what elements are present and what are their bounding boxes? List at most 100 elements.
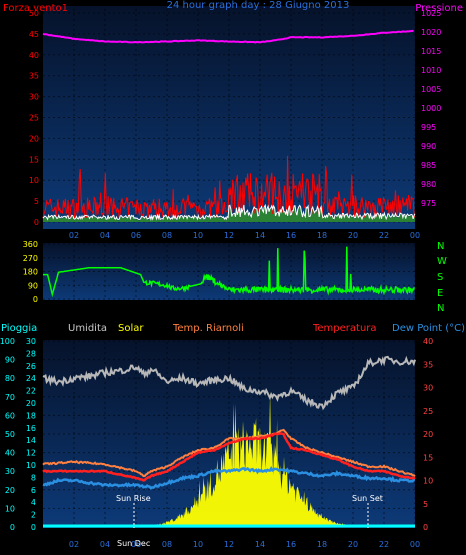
legend-solar: Solar: [118, 323, 144, 334]
rain-tick-label: 14: [26, 436, 36, 445]
compass-n-top: N: [437, 241, 444, 252]
temperature-tick-label: 5: [423, 500, 428, 509]
rain-tick-label: 6: [31, 486, 36, 495]
humidity-tick-label: 30: [5, 467, 15, 476]
humidity-tick-label: 70: [5, 393, 15, 402]
time-tick-label: 22: [379, 231, 389, 240]
pressure-tick-label: 1015: [421, 47, 441, 56]
temperature-tick-label: 40: [423, 337, 433, 346]
time-tick-label: 18: [317, 540, 327, 549]
humidity-tick-label: 20: [5, 486, 15, 495]
humidity-tick-label: 80: [5, 374, 15, 383]
wind-tick-label: 45: [29, 30, 39, 39]
humidity-tick-label: 40: [5, 449, 15, 458]
humidity-line: [42, 355, 416, 411]
temperature-tick-label: 35: [423, 360, 433, 369]
time-tick-label: 00: [410, 231, 420, 240]
rain-tick-label: 2: [31, 511, 36, 520]
time-tick-label: 06: [131, 540, 141, 549]
time-tick-label: 14: [255, 231, 265, 240]
rain-tick-label: 8: [31, 473, 36, 482]
pressure-tick-label: 975: [421, 199, 436, 208]
direction-tick-label: 0: [33, 295, 38, 304]
temperature-tick-label: 30: [423, 384, 433, 393]
pressure-line: [42, 29, 414, 44]
legend-humidity: Umidita: [68, 323, 107, 334]
time-tick-label: 16: [286, 540, 296, 549]
wind-tick-label: 5: [34, 197, 39, 206]
time-tick-label: 02: [69, 231, 79, 240]
temperature-line: [42, 432, 416, 482]
pressure-tick-label: 990: [421, 142, 436, 151]
wind-average-area: [43, 206, 415, 222]
pressure-tick-label: 995: [421, 123, 436, 132]
pressure-axis-title: Pressione: [415, 3, 463, 14]
wind-tick-label: 20: [29, 134, 39, 143]
rain-tick-label: 12: [26, 449, 36, 458]
time-tick-label: 08: [162, 540, 172, 549]
wind-tick-label: 25: [29, 114, 39, 123]
humidity-tick-label: 0: [10, 523, 15, 532]
legend-dewpoint: Dew Point (°C): [392, 323, 465, 334]
time-tick-label: 12: [224, 231, 234, 240]
pressure-tick-label: 980: [421, 180, 436, 189]
compass-n-bottom: N: [437, 303, 444, 314]
compass-s: S: [437, 272, 443, 283]
direction-tick-label: 180: [23, 268, 38, 277]
legend-rain: Pioggia: [1, 323, 37, 334]
rain-tick-label: 18: [26, 411, 36, 420]
rain-tick-label: 30: [26, 337, 36, 346]
time-tick-label: 08: [162, 231, 172, 240]
heat-index-line: [42, 428, 416, 478]
wind-tick-label: 0: [34, 218, 39, 227]
direction-tick-label: 360: [23, 240, 38, 249]
direction-tick-label: 270: [23, 254, 38, 263]
chart-title: 24 hour graph day : 28 Giugno 2013: [167, 0, 350, 11]
time-tick-label: 20: [348, 231, 358, 240]
time-tick-label: 04: [100, 540, 110, 549]
wind-tick-label: 10: [29, 176, 39, 185]
temperature-tick-label: 20: [423, 430, 433, 439]
compass-w: W: [437, 256, 447, 267]
rain-tick-label: 26: [26, 362, 36, 371]
wind-axis-title: Forza vento1: [3, 3, 68, 14]
temperature-tick-label: 25: [423, 407, 433, 416]
rain-tick-label: 0: [31, 523, 36, 532]
time-tick-label: 06: [131, 231, 141, 240]
time-tick-label: 18: [317, 231, 327, 240]
temperature-tick-label: 15: [423, 453, 433, 462]
direction-tick-label: 90: [28, 281, 38, 290]
humidity-tick-label: 50: [5, 430, 15, 439]
dew-point-line: [42, 465, 416, 490]
rain-tick-label: 20: [26, 399, 36, 408]
wind-gust-line: [42, 155, 416, 219]
pressure-tick-label: 1005: [421, 85, 441, 94]
time-tick-label: 10: [193, 231, 203, 240]
pressure-tick-label: 1025: [421, 9, 441, 18]
time-tick-label: 12: [224, 540, 234, 549]
pressure-tick-label: 1020: [421, 28, 441, 37]
solar-area: [139, 391, 363, 527]
rain-tick-label: 10: [26, 461, 36, 470]
pressure-tick-label: 1010: [421, 66, 441, 75]
wind-tick-label: 35: [29, 72, 39, 81]
temperature-tick-label: 0: [423, 523, 428, 532]
wind-average-line: [42, 203, 416, 222]
time-tick-label: 10: [193, 540, 203, 549]
rain-tick-label: 16: [26, 424, 36, 433]
time-tick-label: 16: [286, 231, 296, 240]
wind-tick-label: 15: [29, 155, 39, 164]
wind-tick-label: 30: [29, 93, 39, 102]
compass-e: E: [437, 288, 443, 299]
wind-tick-label: 50: [29, 9, 39, 18]
pressure-tick-label: 1000: [421, 104, 441, 113]
sun-dec-label: Sun Dec: [117, 539, 150, 548]
time-tick-label: 04: [100, 231, 110, 240]
rain-tick-label: 24: [26, 374, 36, 383]
legend-temperature: Temperatura: [312, 323, 377, 334]
rain-tick-label: 28: [26, 349, 36, 358]
time-tick-label: 00: [410, 540, 420, 549]
humidity-tick-label: 90: [5, 356, 15, 365]
